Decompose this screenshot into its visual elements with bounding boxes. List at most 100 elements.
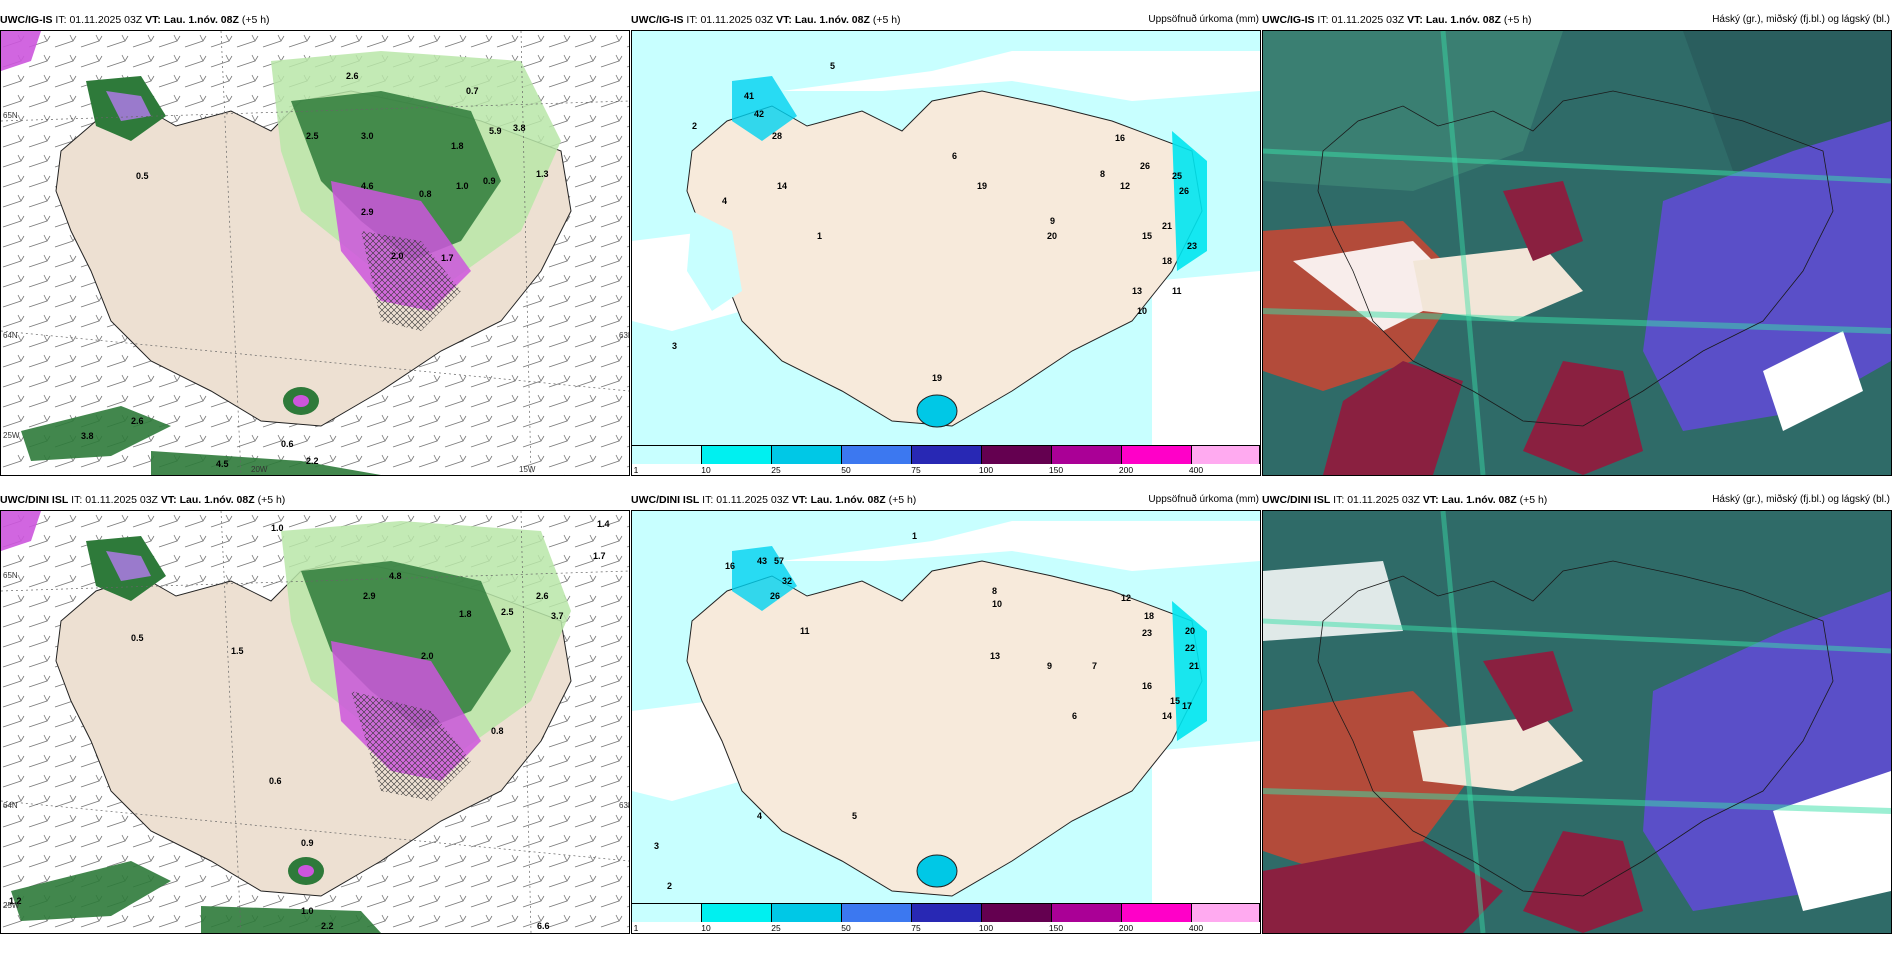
colorbar-swatch [842, 446, 912, 464]
precip-panel-row1: UWC/IG-IS IT: 01.11.2025 03Z VT: Lau. 1.… [631, 12, 1261, 476]
colorbar-swatch [772, 446, 842, 464]
valid-time: Lau. 1.nóv. 08Z [810, 494, 886, 506]
lead-time: (+5 h) [257, 494, 286, 506]
colorbar-tick: 100 [978, 923, 994, 933]
colorbar-tick: 400 [1188, 923, 1204, 933]
precip-map[interactable]: 43 57 32 26 16 11 13 12 18 23 20 22 21 1… [631, 510, 1261, 934]
cloud-map[interactable] [1262, 30, 1892, 476]
colorbar-tick: 150 [1048, 465, 1064, 475]
lat-label: 65N [3, 111, 18, 120]
init-time: 01.11.2025 03Z [716, 494, 789, 506]
lon-label: 25W [3, 431, 20, 440]
colorbar-tick: 100 [978, 465, 994, 475]
lead-time: (+5 h) [1519, 494, 1548, 506]
precip-panel-row2: UWC/DINI ISL IT: 01.11.2025 03Z VT: Lau.… [631, 492, 1261, 950]
model-name: UWC/IG-IS [1262, 14, 1315, 26]
lat-label: 64N [3, 331, 18, 340]
colorbar-tick: 1 [633, 465, 639, 475]
valid-time: Lau. 1.nóv. 08Z [163, 14, 239, 26]
colorbar-tick: 200 [1118, 465, 1134, 475]
vt-label: VT: [776, 14, 792, 26]
colorbar-swatch [1122, 446, 1192, 464]
lat-label: 63N [619, 331, 629, 340]
init-time: 01.11.2025 03Z [700, 14, 774, 26]
model-name: UWC/DINI ISL [1262, 494, 1331, 506]
model-name: UWC/IG-IS [0, 14, 53, 26]
colorbar-tick: 50 [841, 465, 851, 475]
model-name: UWC/DINI ISL [0, 494, 69, 506]
colorbar-swatch [982, 904, 1052, 922]
colorbar: 1 10 25 50 75 100 150 200 400 [632, 903, 1260, 933]
vt-label: VT: [1407, 14, 1423, 26]
init-time: 01.11.2025 03Z [1331, 14, 1405, 26]
lon-label: 15W [519, 465, 536, 474]
lon-label: 25W [3, 901, 20, 910]
vt-label: VT: [145, 14, 161, 26]
lead-time: (+5 h) [872, 14, 901, 26]
colorbar-tick: 10 [701, 465, 711, 475]
panel-header: UWC/IG-IS IT: 01.11.2025 03Z VT: Lau. 1.… [631, 12, 1261, 28]
panel-header: UWC/IG-IS IT: 01.11.2025 03Z VT: Lau. 1.… [0, 12, 630, 28]
panel-title: Uppsöfnuð úrkoma (mm) [1148, 494, 1259, 505]
model-name: UWC/DINI ISL [631, 494, 700, 506]
wind-panel-row1: UWC/IG-IS IT: 01.11.2025 03Z VT: Lau. 1.… [0, 12, 630, 476]
wind-precip-map[interactable]: 2.6 0.7 2.5 3.0 1.8 5.9 3.8 1.3 0.9 1.0 … [0, 30, 630, 476]
init-time: 01.11.2025 03Z [69, 14, 143, 26]
panel-title: Háský (gr.), miðský (fj.bl.) og lágský (… [1712, 494, 1890, 505]
cloud-panel-row1: UWC/IG-IS IT: 01.11.2025 03Z VT: Lau. 1.… [1262, 12, 1892, 476]
colorbar-swatch [842, 904, 912, 922]
colorbar-swatch [702, 904, 772, 922]
it-label: IT: [702, 494, 714, 506]
lead-time: (+5 h) [241, 14, 270, 26]
colorbar-tick: 25 [771, 923, 781, 933]
colorbar-swatch [1052, 446, 1122, 464]
it-label: IT: [686, 14, 698, 26]
colorbar-tick: 1 [633, 923, 639, 933]
colorbar-tick: 200 [1118, 923, 1134, 933]
vt-label: VT: [160, 494, 177, 506]
cloud-panel-row2: UWC/DINI ISL IT: 01.11.2025 03Z VT: Lau.… [1262, 492, 1892, 950]
panel-header: UWC/DINI ISL IT: 01.11.2025 03Z VT: Lau.… [1262, 492, 1892, 508]
colorbar-tick: 50 [841, 923, 851, 933]
colorbar-swatch [772, 904, 842, 922]
model-name: UWC/IG-IS [631, 14, 684, 26]
colorbar-swatch [702, 446, 772, 464]
colorbar-tick: 25 [771, 465, 781, 475]
lat-label: 63N [619, 801, 629, 810]
lat-label: 64N [3, 801, 18, 810]
valid-time: Lau. 1.nóv. 08Z [1425, 14, 1501, 26]
valid-time: Lau. 1.nóv. 08Z [794, 14, 870, 26]
colorbar-swatch [912, 446, 982, 464]
panel-title: Háský (gr.), miðský (fj.bl.) og lágský (… [1712, 14, 1890, 25]
wind-panel-row2: UWC/DINI ISL IT: 01.11.2025 03Z VT: Lau.… [0, 492, 630, 956]
colorbar-tick: 10 [701, 923, 711, 933]
colorbar-tick: 150 [1048, 923, 1064, 933]
colorbar-tick: 75 [911, 465, 921, 475]
panel-header: UWC/DINI ISL IT: 01.11.2025 03Z VT: Lau.… [631, 492, 1261, 508]
it-label: IT: [71, 494, 83, 506]
cloud-map[interactable] [1262, 510, 1892, 934]
it-label: IT: [55, 14, 67, 26]
colorbar-swatch [1192, 446, 1260, 464]
wind-precip-map[interactable]: 1.0 1.4 1.7 2.6 4.8 2.9 3.7 0.6 1.8 2.5 … [0, 510, 630, 934]
panel-title: Uppsöfnuð úrkoma (mm) [1148, 14, 1259, 25]
it-label: IT: [1317, 14, 1329, 26]
colorbar-swatch [912, 904, 982, 922]
colorbar-tick: 75 [911, 923, 921, 933]
vt-label: VT: [791, 494, 808, 506]
valid-time: Lau. 1.nóv. 08Z [179, 494, 255, 506]
init-time: 01.11.2025 03Z [1347, 494, 1420, 506]
colorbar-swatch [1122, 904, 1192, 922]
colorbar-swatch [1052, 904, 1122, 922]
colorbar-tick: 400 [1188, 465, 1204, 475]
colorbar-swatch [632, 904, 702, 922]
colorbar-swatch [982, 446, 1052, 464]
colorbar-swatch [632, 446, 702, 464]
vt-label: VT: [1422, 494, 1439, 506]
colorbar-swatch [1192, 904, 1260, 922]
it-label: IT: [1333, 494, 1345, 506]
panel-header: UWC/IG-IS IT: 01.11.2025 03Z VT: Lau. 1.… [1262, 12, 1892, 28]
valid-time: Lau. 1.nóv. 08Z [1441, 494, 1517, 506]
precip-map[interactable]: 41 42 28 16 14 19 26 25 26 15 21 23 12 1… [631, 30, 1261, 476]
lead-time: (+5 h) [888, 494, 917, 506]
